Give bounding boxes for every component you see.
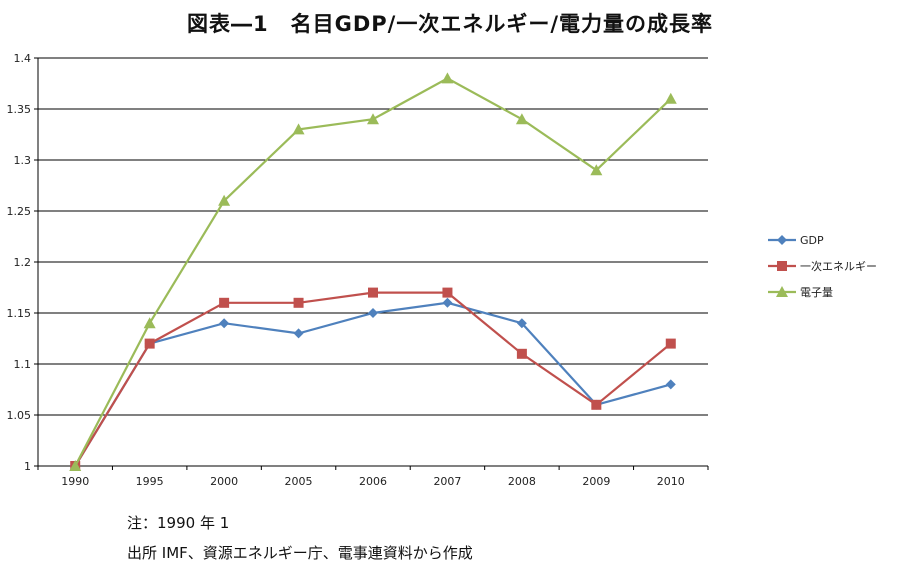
data-point: [442, 287, 453, 298]
legend-item: GDP: [768, 234, 824, 247]
data-point: [516, 318, 527, 329]
data-point: [218, 194, 231, 206]
y-tick-label: 1.25: [7, 205, 32, 218]
series-1: [70, 297, 676, 471]
y-tick-label: 1.3: [14, 154, 32, 167]
x-tick-labels: 1990 1995 2000 2005 2006 2007 2008 2009 2010: [61, 475, 685, 488]
data-point: [591, 399, 602, 410]
source-text: 出所 IMF、資源エネルギー庁、電事連資料から作成: [127, 544, 473, 562]
x-tick-label: 2008: [508, 475, 536, 488]
x-tick-label: 2006: [359, 475, 387, 488]
data-point: [143, 317, 156, 329]
y-tick-labels: 1 1.05 1.1 1.15 1.2 1.25 1.3 1.35 1.4: [7, 52, 32, 473]
x-tick-label: 2005: [285, 475, 313, 488]
data-point: [516, 348, 527, 359]
y-tick-label: 1.2: [14, 256, 32, 269]
y-tick-label: 1.15: [7, 307, 32, 320]
axes: [34, 57, 709, 470]
legend-marker: [777, 261, 787, 271]
series-line: [74, 77, 672, 467]
data-point: [664, 92, 677, 104]
x-tick-label: 2007: [433, 475, 461, 488]
data-point: [292, 123, 305, 135]
x-tick-label: 1990: [61, 475, 89, 488]
series-3: [69, 72, 677, 471]
data-point: [219, 318, 230, 329]
data-point: [293, 297, 304, 308]
x-tick-label: 1995: [136, 475, 164, 488]
legend-item: 電子量: [768, 286, 833, 299]
data-point: [293, 328, 304, 339]
data-point: [665, 379, 676, 390]
data-point: [368, 287, 378, 298]
x-tick-label: 2009: [582, 475, 610, 488]
data-point: [219, 297, 230, 308]
legend-label: 一次エネルギー: [800, 259, 877, 273]
legend-item: 一次エネルギー: [768, 259, 877, 273]
data-point: [69, 460, 82, 471]
series-line: [74, 301, 672, 467]
series: [69, 72, 677, 471]
y-tick-label: 1.4: [14, 52, 32, 65]
data-point: [590, 164, 603, 176]
data-point: [441, 72, 454, 84]
legend-label: 電子量: [800, 286, 833, 299]
legend-marker: [777, 235, 787, 245]
data-point: [367, 113, 379, 125]
data-point: [144, 338, 155, 349]
y-tick-label: 1.05: [7, 409, 32, 422]
y-tick-label: 1.35: [7, 103, 32, 116]
y-tick-label: 1: [24, 460, 31, 473]
data-point: [442, 297, 453, 308]
series-line: [74, 291, 672, 467]
legend-label: GDP: [800, 234, 824, 247]
data-point: [368, 308, 378, 318]
x-tick-label: 2010: [657, 475, 685, 488]
chart-title: 図表―1 名目GDP/一次エネルギー/電力量の成長率: [186, 12, 713, 36]
note-text: 注：1990 年 1: [127, 514, 230, 532]
x-tick-label: 2000: [210, 475, 238, 488]
legend-marker: [776, 286, 788, 297]
y-tick-label: 1.1: [14, 358, 32, 371]
data-point: [665, 338, 676, 349]
data-point: [515, 113, 528, 125]
